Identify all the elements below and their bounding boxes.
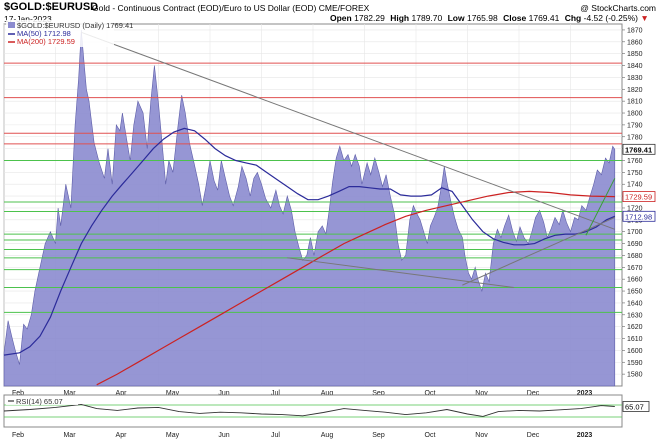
x-tick-label: 2023 — [577, 390, 593, 397]
quote-low-label: Low — [447, 13, 465, 23]
exchange-label: CME/FOREX — [318, 3, 370, 13]
chart-description: Gold - Continuous Contract (EOD)/Euro to… — [92, 3, 369, 13]
rsi-x-tick-label: Aug — [321, 432, 334, 439]
legend-box — [6, 20, 114, 47]
x-tick-label: May — [166, 390, 180, 397]
quote-low: 1765.98 — [466, 13, 498, 23]
rsi-x-tick-label: Sep — [372, 432, 385, 439]
trendline — [585, 178, 616, 236]
y-tick-label: 1670 — [627, 265, 643, 272]
quote-readout: Open 1782.29 High 1789.70 Low 1765.98 Cl… — [330, 13, 649, 23]
y-tick-label: 1810 — [627, 99, 643, 106]
rsi-tag — [622, 401, 650, 412]
quote-close-label: Close — [503, 13, 527, 23]
y-tick-label: 1590 — [627, 360, 643, 367]
ma50-line — [3, 127, 616, 356]
price-tag — [622, 210, 656, 222]
x-tick-label: Jul — [271, 390, 280, 397]
quote-open-label: Open — [330, 13, 352, 23]
rsi-x-tick-label: Jun — [218, 432, 229, 439]
rsi-x-tick-label: Feb — [12, 432, 24, 439]
price-tag-label: 1712.98 — [625, 212, 652, 221]
x-tick-label: Nov — [475, 390, 488, 397]
y-tick-label: 1600 — [627, 348, 643, 355]
symbol-description: Gold - Continuous Contract (EOD)/Euro to… — [92, 3, 317, 13]
quote-high-label: High — [390, 13, 410, 23]
y-tick-label: 1860 — [627, 39, 643, 46]
x-tick-label: Mar — [63, 390, 76, 397]
y-tick-label: 1690 — [627, 241, 643, 248]
y-tick-label: 1700 — [627, 229, 643, 236]
x-tick-label: Sep — [372, 390, 385, 397]
y-tick-label: 1840 — [627, 63, 643, 70]
quote-high: 1789.70 — [411, 13, 443, 23]
y-tick-label: 1610 — [627, 336, 643, 343]
rsi-tag-label: 65.07 — [625, 402, 644, 411]
chart-symbol: $GOLD:$EURUSD — [4, 1, 99, 13]
y-tick-label: 1720 — [627, 205, 643, 212]
price-area — [3, 29, 616, 387]
y-tick-label: 1650 — [627, 289, 643, 296]
price-tag-label: 1769.41 — [625, 145, 652, 154]
rsi-x-tick-label: 2023 — [577, 432, 593, 439]
price-tag-label: 1729.59 — [625, 193, 652, 202]
x-tick-label: Dec — [527, 390, 540, 397]
y-tick-label: 1820 — [627, 87, 643, 94]
rsi-x-tick-label: Nov — [475, 432, 488, 439]
y-tick-label: 1660 — [627, 277, 643, 284]
price-tag — [622, 143, 656, 155]
quote-open: 1782.29 — [354, 13, 385, 23]
ma200-line — [96, 190, 615, 386]
y-tick-label: 1680 — [627, 253, 643, 260]
legend-ma50: MA(50) 1712.98 — [17, 29, 71, 38]
x-tick-label: Jun — [218, 390, 229, 397]
quote-chg: -4.52 (-0.25%) — [583, 13, 638, 23]
quote-close: 1769.41 — [528, 13, 560, 23]
y-tick-label: 1740 — [627, 182, 643, 189]
rsi-panel-background — [3, 394, 623, 428]
rsi-legend: RSI(14) 65.07 — [16, 397, 63, 406]
y-tick-label: 1790 — [627, 122, 643, 129]
rsi-x-tick-label: Oct — [425, 432, 436, 439]
x-tick-label: Apr — [116, 390, 128, 397]
rsi-x-tick-label: Mar — [63, 432, 76, 439]
watermark: @ StockCharts.com — [580, 3, 656, 13]
x-tick-label: Oct — [425, 390, 436, 397]
chart-date: 17-Jan-2023 — [4, 14, 52, 24]
quote-chg-label: Chg — [564, 13, 582, 23]
y-tick-label: 1850 — [627, 51, 643, 58]
y-tick-label: 1760 — [627, 158, 643, 165]
rsi-x-tick-label: Dec — [527, 432, 540, 439]
rsi-legend-box — [6, 396, 78, 405]
quote-change-icon: ▼ — [640, 13, 649, 23]
y-tick-label: 1830 — [627, 75, 643, 82]
y-tick-label: 1630 — [627, 312, 643, 319]
legend-price: $GOLD:$EURUSD (Daily) 1769.41 — [17, 21, 133, 30]
trendline — [287, 257, 514, 288]
rsi-x-tick-label: Apr — [116, 432, 128, 439]
trendline — [81, 31, 615, 230]
x-tick-label: Feb — [12, 390, 24, 397]
y-tick-label: 1750 — [627, 170, 643, 177]
y-tick-label: 1800 — [627, 111, 643, 118]
y-tick-label: 1620 — [627, 324, 643, 331]
rsi-x-tick-label: May — [166, 432, 180, 439]
legend-ma200: MA(200) 1729.59 — [17, 37, 75, 46]
price-tag — [622, 191, 656, 202]
rsi-x-tick-label: Jul — [271, 432, 280, 439]
rsi-line — [3, 403, 615, 417]
legend-price-swatch — [8, 22, 15, 28]
y-tick-label: 1580 — [627, 372, 643, 379]
y-tick-label: 1780 — [627, 134, 643, 141]
y-tick-label: 1870 — [627, 27, 643, 34]
x-tick-label: Aug — [321, 390, 334, 397]
y-tick-label: 1640 — [627, 300, 643, 307]
